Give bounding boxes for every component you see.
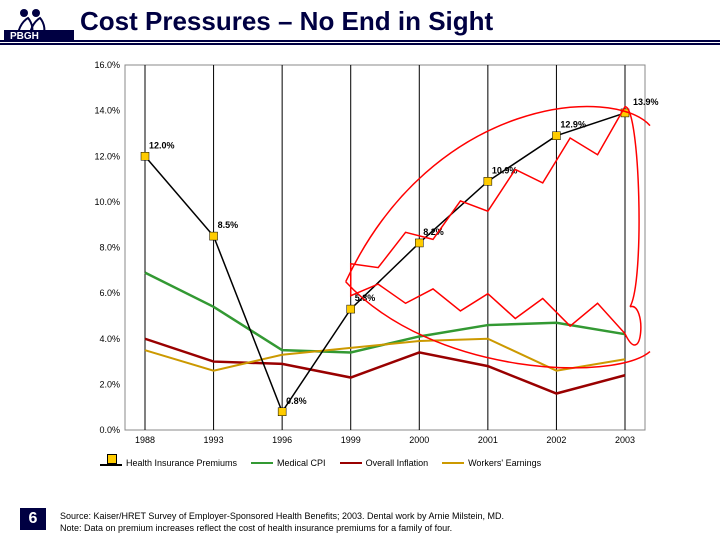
legend-item-inflation: Overall Inflation <box>340 458 429 468</box>
svg-text:4.0%: 4.0% <box>99 334 120 344</box>
svg-text:16.0%: 16.0% <box>94 60 120 70</box>
slide-title: Cost Pressures – No End in Sight <box>80 6 493 37</box>
source-line-2: Note: Data on premium increases reflect … <box>60 523 452 533</box>
line-chart: 0.0% 2.0% 4.0% 6.0% 8.0% 10.0% 12.0% 14.0% 16.0%… <box>80 55 680 475</box>
svg-text:2002: 2002 <box>546 435 566 445</box>
title-rule <box>0 40 720 42</box>
svg-text:1993: 1993 <box>204 435 224 445</box>
legend-item-medical_cpi: Medical CPI <box>251 458 326 468</box>
svg-text:10.9%: 10.9% <box>492 165 518 175</box>
legend-line-icon <box>251 462 273 464</box>
svg-text:1996: 1996 <box>272 435 292 445</box>
svg-text:10.0%: 10.0% <box>94 197 120 207</box>
legend-line-icon <box>340 462 362 464</box>
legend-label: Health Insurance Premiums <box>126 458 237 468</box>
slide-number: 6 <box>20 508 46 530</box>
svg-text:0.8%: 0.8% <box>286 396 307 406</box>
svg-text:12.0%: 12.0% <box>149 140 175 150</box>
legend-label: Medical CPI <box>277 458 326 468</box>
legend-label: Workers' Earnings <box>468 458 541 468</box>
legend-item-earnings: Workers' Earnings <box>442 458 541 468</box>
svg-text:2001: 2001 <box>478 435 498 445</box>
svg-text:6.0%: 6.0% <box>99 288 120 298</box>
svg-text:2003: 2003 <box>615 435 635 445</box>
svg-text:2.0%: 2.0% <box>99 379 120 389</box>
legend-item-premiums: Health Insurance Premiums <box>100 458 237 468</box>
svg-text:14.0%: 14.0% <box>94 106 120 116</box>
legend-marker-icon <box>107 454 117 464</box>
title-rule-2 <box>0 43 720 45</box>
source-line-1: Source: Kaiser/HRET Survey of Employer-S… <box>60 511 504 521</box>
svg-text:8.0%: 8.0% <box>99 243 120 253</box>
svg-text:2000: 2000 <box>409 435 429 445</box>
svg-text:1988: 1988 <box>135 435 155 445</box>
svg-text:0.0%: 0.0% <box>99 425 120 435</box>
svg-text:1999: 1999 <box>341 435 361 445</box>
legend-label: Overall Inflation <box>366 458 429 468</box>
svg-text:12.9%: 12.9% <box>560 120 586 130</box>
svg-text:12.0%: 12.0% <box>94 151 120 161</box>
svg-text:8.5%: 8.5% <box>218 220 239 230</box>
logo: PBGH PBGH <box>4 4 74 40</box>
source-footer: Source: Kaiser/HRET Survey of Employer-S… <box>60 510 700 534</box>
legend-line-icon <box>442 462 464 464</box>
chart-legend: Health Insurance Premiums Medical CPI Over… <box>100 454 680 472</box>
svg-text:13.9%: 13.9% <box>633 97 659 107</box>
svg-text:PBGH: PBGH <box>10 31 39 40</box>
